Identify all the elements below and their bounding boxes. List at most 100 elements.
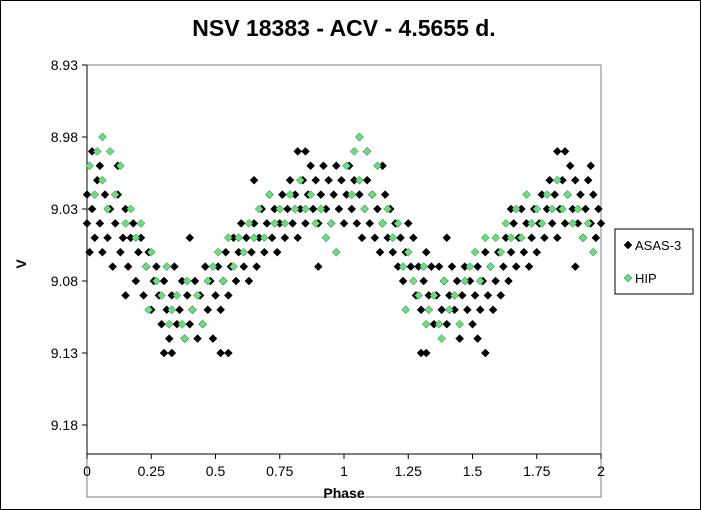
data-point [578, 233, 588, 243]
x-ticks: 0 0.25 0.5 0.75 1 1.25 1.5 1.75 2 [83, 454, 605, 479]
data-point [591, 233, 601, 243]
data-point [570, 175, 580, 185]
data-point [565, 161, 575, 171]
data-point [439, 276, 449, 286]
data-point [537, 219, 547, 228]
data-point [108, 262, 118, 271]
data-point [185, 233, 195, 243]
data-point [473, 334, 482, 343]
data-point [121, 219, 130, 228]
data-point [550, 190, 560, 199]
data-point [159, 276, 169, 286]
data-point [103, 204, 112, 214]
data-point [139, 291, 148, 300]
data-point [511, 204, 521, 214]
data-point [570, 262, 580, 271]
data-point [547, 219, 557, 228]
data-point [100, 190, 110, 199]
data-point [588, 190, 598, 199]
data-point [442, 233, 452, 243]
data-point [337, 175, 346, 185]
y-tick-label: 8.98 [51, 129, 78, 145]
data-point [396, 233, 405, 243]
data-point [470, 247, 480, 257]
data-point [182, 291, 192, 300]
data-point [475, 276, 485, 286]
data-point [509, 219, 518, 228]
data-point [465, 262, 475, 271]
data-point [414, 291, 423, 300]
data-point [152, 276, 161, 286]
data-point [473, 262, 482, 271]
data-point [455, 319, 465, 329]
data-point [185, 319, 195, 329]
data-point [491, 233, 500, 243]
data-point [223, 233, 233, 243]
data-point [229, 262, 238, 271]
data-point [177, 319, 187, 329]
data-point [95, 219, 105, 228]
data-point [203, 276, 213, 286]
data-point [319, 161, 328, 171]
y-axis-title: V [13, 259, 29, 269]
data-point [519, 247, 529, 257]
data-point [475, 305, 485, 315]
data-point [131, 233, 141, 243]
data-point [329, 190, 339, 199]
plot-area [86, 64, 602, 498]
data-point [331, 161, 341, 171]
data-point [596, 219, 606, 228]
data-point [581, 204, 590, 214]
data-point [398, 276, 408, 286]
data-point [362, 147, 372, 156]
data-point [316, 204, 326, 214]
data-point [540, 233, 549, 243]
data-point [552, 233, 562, 243]
data-point [393, 219, 403, 228]
data-point [560, 147, 570, 156]
y-tick-label: 9.13 [51, 345, 78, 361]
data-point [277, 190, 287, 199]
data-point [552, 175, 562, 185]
x-tick-label: 0.5 [206, 463, 226, 479]
data-point [247, 247, 256, 257]
data-point [244, 276, 254, 286]
data-point [211, 291, 220, 300]
x-tick-label: 0.25 [138, 463, 165, 479]
data-point [146, 247, 156, 257]
data-point [272, 247, 282, 257]
data-point [216, 305, 225, 315]
data-point [259, 233, 269, 243]
data-point [249, 175, 259, 185]
data-point [352, 219, 362, 228]
data-point [388, 247, 398, 257]
data-point [496, 247, 506, 257]
data-point [409, 233, 418, 243]
data-point [480, 247, 490, 257]
data-point [175, 305, 184, 315]
data-point [532, 204, 542, 214]
data-point [460, 276, 470, 286]
data-point [308, 204, 318, 214]
data-point [95, 161, 105, 171]
data-point [583, 219, 593, 228]
x-axis-title: Phase [323, 485, 364, 501]
data-point [311, 219, 321, 228]
data-point [239, 262, 249, 271]
data-point [167, 305, 177, 315]
data-point [116, 161, 125, 171]
data-point [406, 262, 416, 271]
data-point [254, 204, 264, 214]
y-tick-label: 9.18 [51, 417, 78, 433]
data-point [316, 190, 326, 199]
data-point [380, 190, 390, 199]
data-point [373, 161, 382, 171]
data-point [267, 233, 277, 243]
data-point [293, 233, 303, 243]
data-point [280, 233, 290, 243]
data-point [355, 175, 364, 185]
data-point [480, 348, 490, 358]
data-point [103, 233, 112, 243]
y-tick-label: 8.93 [51, 57, 78, 73]
